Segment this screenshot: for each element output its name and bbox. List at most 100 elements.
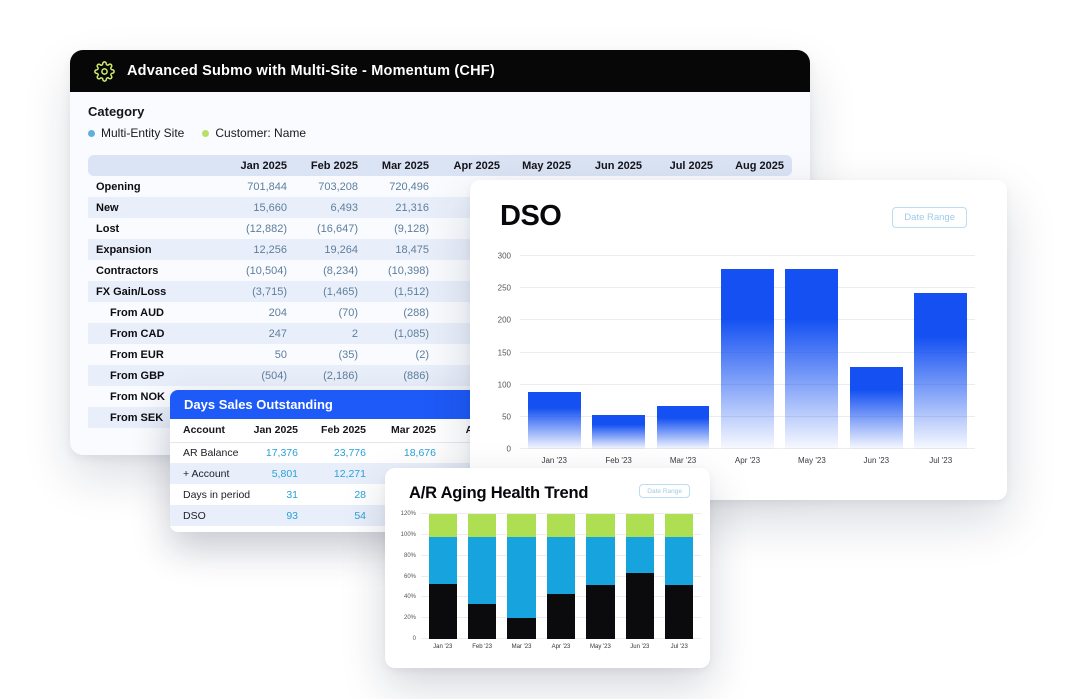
- ar-bar-segment-top-green: [507, 514, 536, 537]
- ar-bar-slot: Jan '23: [423, 514, 462, 650]
- x-axis-tick-label: Jan '23: [541, 456, 567, 465]
- row-label: From NOK: [110, 390, 165, 403]
- y-axis-tick-label: 60%: [403, 573, 416, 580]
- cell-value: (288): [403, 306, 429, 319]
- cell-value: (1,465): [323, 285, 358, 298]
- cell-value: 17,376: [265, 446, 298, 459]
- dso-bar-slot: Jul '23: [909, 256, 973, 465]
- cell-value: (16,647): [317, 222, 358, 235]
- column-header: May 2025: [508, 155, 579, 176]
- ar-bar-segment-top-green: [546, 514, 576, 537]
- ar-bar-segment-middle-blue: [625, 536, 654, 574]
- cell-value: (12,882): [246, 222, 287, 235]
- cell-value: 5,801: [271, 467, 298, 480]
- row-label: DSO: [183, 509, 206, 522]
- legend-label: Customer: Name: [215, 126, 307, 140]
- dso-chart-title: DSO: [500, 200, 562, 232]
- row-label: Contractors: [96, 264, 159, 277]
- ar-bar-segment-bottom-black: [507, 618, 536, 639]
- table-row: Days in period 31 28: [170, 484, 478, 505]
- row-label: New: [96, 201, 119, 214]
- ar-bar-segment-bottom-black: [428, 583, 457, 639]
- table-row: Lost (12,882) (16,647) (9,128): [88, 218, 792, 239]
- cell-value: (10,398): [388, 264, 429, 277]
- cell-value: 204: [268, 306, 287, 319]
- legend-item: Customer: Name: [202, 126, 306, 140]
- table-row: AR Balance 17,376 23,776 18,676: [170, 442, 478, 463]
- dso-bar: [785, 268, 839, 449]
- y-axis-tick-label: 100%: [400, 531, 416, 538]
- date-range-button[interactable]: Date Range: [892, 207, 967, 228]
- ar-bar-segment-top-green: [625, 514, 654, 537]
- dso-bar-slot: Jun '23: [844, 256, 908, 465]
- dso-chart-plot: 0 50 100 150 200 250 300 Jan '23 Feb '23 Mar '23 A…: [498, 252, 975, 465]
- cell-value: 703,208: [318, 180, 358, 193]
- cell-value: (9,128): [394, 222, 429, 235]
- cell-value: (3,715): [252, 285, 287, 298]
- column-header: [88, 155, 224, 176]
- dso-table-title: Days Sales Outstanding: [184, 397, 333, 412]
- ar-bar-segment-top-green: [586, 514, 615, 537]
- cell-value: (70): [338, 306, 358, 319]
- panel-title: Advanced Submo with Multi-Site - Momentu…: [127, 63, 495, 79]
- x-axis-tick-label: Feb '23: [605, 456, 632, 465]
- ar-aging-title: A/R Aging Health Trend: [409, 484, 589, 502]
- y-axis-tick-label: 300: [497, 251, 511, 261]
- ar-stacked-bar: [625, 514, 654, 639]
- column-header: Jun 2025: [579, 155, 650, 176]
- row-label: Expansion: [96, 243, 152, 256]
- x-axis-tick-label: Jun '23: [863, 456, 890, 465]
- ar-bar-slot: Feb '23: [462, 514, 501, 650]
- y-axis-tick-label: 100: [497, 380, 511, 390]
- x-axis-tick-label: Jan '23: [433, 644, 453, 650]
- table-row: Opening 701,844 703,208 720,496: [88, 176, 792, 197]
- ar-stacked-bar: [507, 514, 536, 639]
- momentum-table-header-row: Jan 2025 Feb 2025 Mar 2025 Apr 2025 May 2025…: [88, 155, 792, 176]
- x-axis-tick-label: May '23: [798, 456, 826, 465]
- cell-value: 28: [354, 488, 366, 501]
- column-header: Apr 2025: [437, 155, 508, 176]
- cell-value: 720,496: [389, 180, 429, 193]
- cell-value: 19,264: [324, 243, 358, 256]
- x-axis-tick-label: Jul '23: [929, 456, 953, 465]
- dso-table-panel-header: Days Sales Outstanding: [170, 390, 478, 419]
- row-label: From EUR: [110, 348, 164, 361]
- gear-icon[interactable]: [94, 60, 115, 82]
- dso-bar-slot: Feb '23: [586, 256, 650, 465]
- table-row: From AUD 204 (70) (288): [88, 302, 792, 323]
- ar-stacked-bar: [467, 514, 497, 639]
- cell-value: 93: [286, 509, 298, 522]
- x-axis-tick-label: May '23: [589, 644, 611, 650]
- y-axis-tick-label: 40%: [403, 594, 416, 601]
- date-range-button[interactable]: Date Range: [639, 484, 690, 498]
- cell-value: 18,676: [403, 446, 436, 459]
- row-label: From AUD: [110, 306, 164, 319]
- y-axis-tick-label: 250: [497, 283, 511, 293]
- ar-bars: Jan '23 Feb '23 Mar '23 Apr '23 May '23 Jun '…: [421, 514, 701, 650]
- row-label: Days in period: [183, 488, 251, 501]
- x-axis-tick-label: Feb '23: [472, 644, 493, 650]
- ar-aging-panel: A/R Aging Health Trend Date Range 0 20% 40…: [385, 468, 710, 668]
- category-legend: Multi-Entity Site Customer: Name: [88, 126, 792, 140]
- x-axis-tick-label: Mar '23: [511, 644, 532, 650]
- legend-dot-icon: [202, 129, 210, 137]
- y-axis-tick-label: 0: [506, 444, 511, 454]
- y-axis-tick-label: 200: [497, 315, 511, 325]
- legend-label: Multi-Entity Site: [101, 126, 185, 140]
- ar-bar-segment-top-green: [665, 514, 694, 537]
- ar-bar-segment-top-green: [467, 514, 497, 537]
- ar-aging-chart-plot: 0 20% 40% 60% 80% 100% 120% Jan '23 Feb '23 Mar '…: [401, 511, 701, 650]
- ar-stacked-bar: [546, 514, 576, 639]
- row-label: AR Balance: [183, 446, 239, 459]
- row-label: From CAD: [110, 327, 165, 340]
- ar-stacked-bar: [428, 514, 457, 639]
- dso-bar: [592, 414, 646, 449]
- gridline: [421, 513, 701, 514]
- column-header: Mar 2025: [372, 419, 442, 443]
- cell-value: (10,504): [246, 264, 287, 277]
- column-header: Jul 2025: [650, 155, 721, 176]
- dso-bar-slot: Mar '23: [651, 256, 715, 465]
- y-axis-tick-label: 80%: [403, 552, 416, 559]
- ar-bar-segment-bottom-black: [665, 584, 694, 639]
- cell-value: (504): [261, 369, 287, 382]
